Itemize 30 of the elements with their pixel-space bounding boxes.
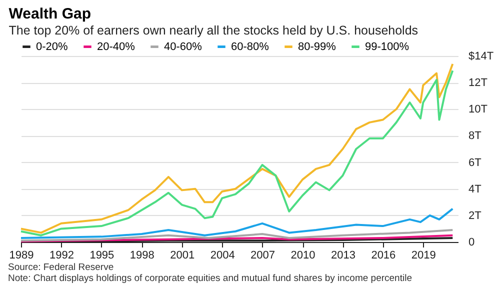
x-tick-label: 1998 [130,250,154,262]
legend-label: 0-20% [36,40,68,53]
x-tick-label: 1989 [9,250,34,262]
y-tick-label: 0 [468,236,475,248]
x-tick-label: 1995 [90,250,114,262]
legend-label: 60-80% [231,40,270,53]
x-tick-label: 2004 [210,250,235,262]
y-tick-label: 12T [468,77,488,90]
y-tick-label: 4T [468,183,482,196]
legend-label: 99-100% [365,40,410,53]
y-tick-label: 2T [468,210,482,222]
line-series [20,208,454,240]
source-note: Source: Federal Reserve [8,262,115,273]
legend-label: 40-60% [164,40,202,53]
chart-subtitle: The top 20% of earners own nearly all the stocks held by U.S. households [8,24,418,38]
x-tick-label: 2019 [411,250,436,262]
chart-title: Wealth Gap [8,6,92,22]
x-tick-label: 1992 [49,250,74,262]
x-tick-label: 2001 [170,250,195,262]
x-tick-label: 2013 [330,250,356,262]
legend-label: 20-40% [97,40,136,53]
y-tick-label: 6T [468,156,482,169]
x-tick-label: 2016 [371,250,396,262]
text: Note: Chart displays holdings of corporate equities and mutual fund shares by income percentile [8,273,413,284]
y-tick-label: $14T [468,50,494,62]
legend-label: 80-99% [298,40,336,53]
x-tick-label: 2007 [250,250,276,262]
y-tick-label: 8T [468,130,482,142]
x-tick-label: 2010 [290,250,316,262]
y-tick-label: 10T [468,104,488,116]
